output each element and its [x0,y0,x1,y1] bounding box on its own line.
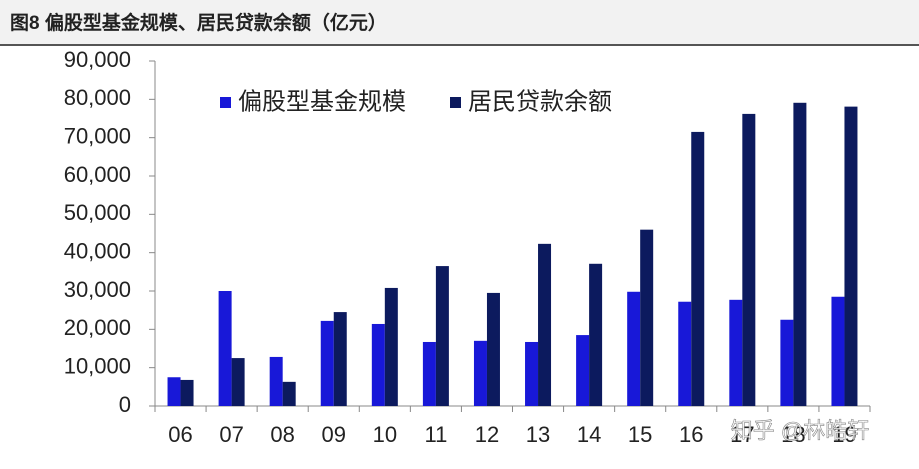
bar [486,292,500,406]
bar [627,291,641,406]
legend-swatch [220,97,231,108]
x-tick-label: 14 [577,422,601,447]
bar [473,340,487,406]
bar [333,312,347,406]
x-tick-label: 10 [373,422,397,447]
bar [167,377,181,406]
y-tick-label: 50,000 [64,200,131,225]
bar [231,358,245,406]
x-tick-label: 15 [628,422,652,447]
x-tick-label: 06 [168,422,192,447]
y-tick-label: 20,000 [64,315,131,340]
bar [525,341,539,406]
x-tick-label: 08 [270,422,294,447]
x-tick-label: 13 [526,422,550,447]
bar [576,335,590,406]
bar [384,287,398,406]
bar [640,229,654,406]
chart-title: 图8 偏股型基金规模、居民贷款余额（亿元） [10,11,387,34]
y-tick-label: 90,000 [64,47,131,72]
title-bar [0,0,919,44]
bar [269,356,283,406]
bar [589,263,603,406]
y-tick-label: 80,000 [64,85,131,110]
x-tick-label: 17 [730,422,754,447]
bar [538,243,552,406]
watermark: 知乎 @林皓轩 [731,418,869,443]
x-tick-label: 19 [832,422,856,447]
bar [320,320,334,406]
bar [780,319,794,406]
y-tick-label: 10,000 [64,353,131,378]
x-tick-label: 18 [781,422,805,447]
bar [793,102,807,407]
x-tick-label: 11 [424,422,447,447]
x-tick-label: 12 [475,422,499,447]
legend-label: 居民贷款余额 [468,88,612,115]
y-tick-label: 30,000 [64,277,131,302]
legend-swatch [450,97,461,108]
y-tick-label: 40,000 [64,238,131,263]
y-tick-label: 0 [119,392,131,417]
bar [371,323,385,406]
bar [180,379,194,406]
bar [678,301,692,406]
legend-label: 偏股型基金规模 [238,88,406,115]
x-tick-label: 16 [679,422,703,447]
bar [422,341,436,406]
bar [691,131,705,406]
bar [831,296,845,406]
bar [218,291,232,406]
y-tick-label: 60,000 [64,162,131,187]
bar [844,106,858,406]
bar [435,266,449,406]
x-tick-label: 07 [219,422,243,447]
y-tick-label: 70,000 [64,123,131,148]
x-tick-label: 09 [322,422,346,447]
bar [282,381,296,406]
bar [742,113,756,407]
bar [729,299,743,406]
